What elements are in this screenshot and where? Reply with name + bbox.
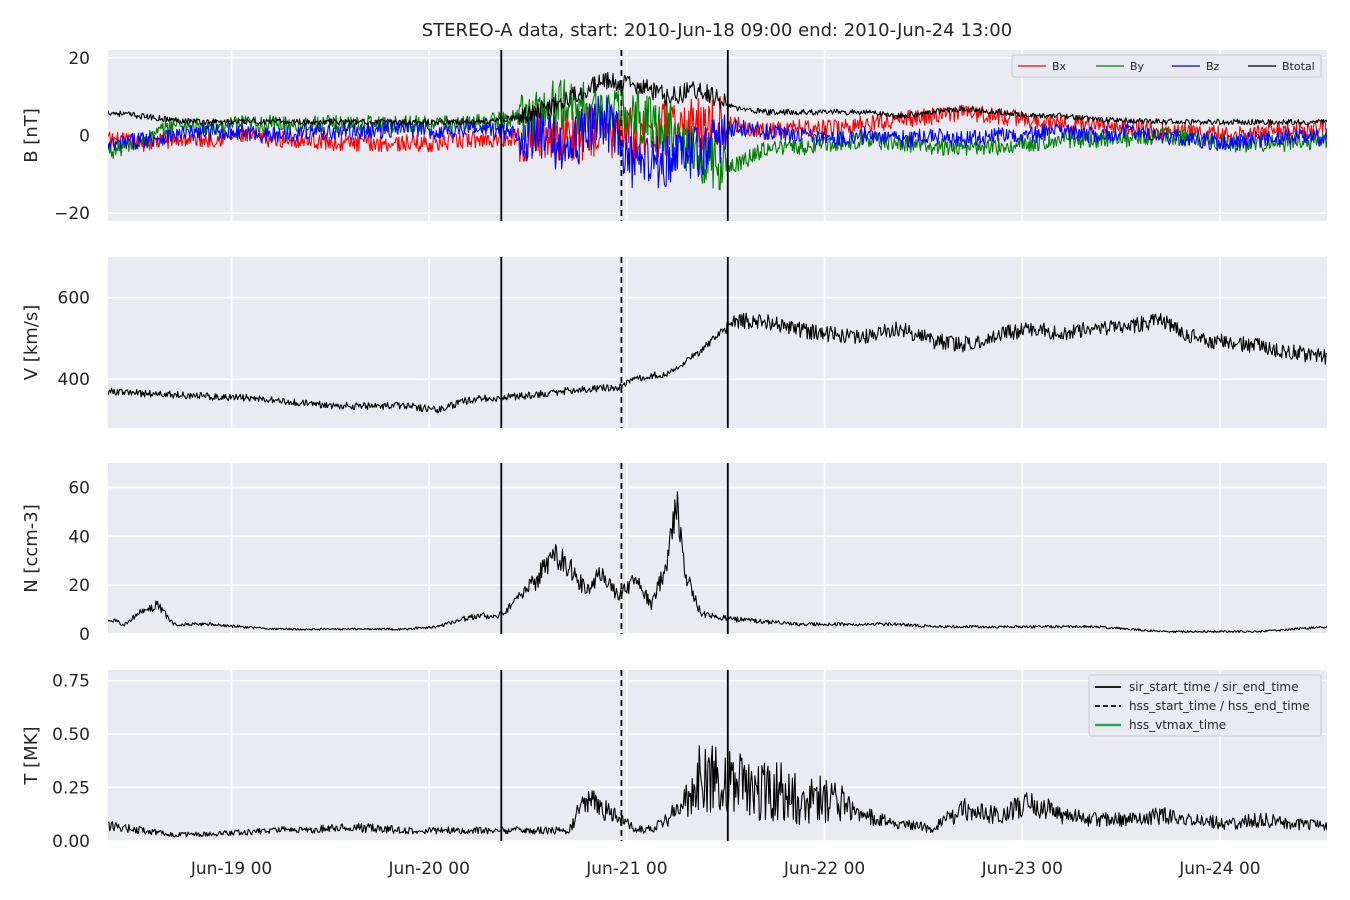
series-bz xyxy=(108,95,1327,189)
legend-box xyxy=(1011,54,1322,78)
series-group xyxy=(108,745,1327,838)
legend-label-sir: sir_start_time / sir_end_time xyxy=(1129,680,1299,694)
legend-b: Bx By Bz Btotal xyxy=(1011,54,1322,78)
legend-t: sir_start_time / sir_end_time hss_start_t… xyxy=(1088,674,1322,737)
series-line xyxy=(108,312,1327,414)
y-tick-label: 0.75 xyxy=(52,672,90,692)
y-tick-label: −20 xyxy=(54,204,90,224)
series-group xyxy=(108,312,1327,414)
y-tick-label: 60 xyxy=(68,478,90,498)
y-tick-label: 20 xyxy=(68,576,90,596)
series-group xyxy=(108,71,1327,191)
plot-area xyxy=(108,463,1327,634)
x-tick-label: Jun-21 00 xyxy=(585,859,667,879)
y-axis-label: V [km/s] xyxy=(21,305,42,380)
figure-title: STEREO-A data, start: 2010-Jun-18 09:00 … xyxy=(422,20,1012,41)
y-tick-label: 0.25 xyxy=(52,779,90,799)
panels-group: −20 0 20 B [nT] 400 600 V [km/s] 0 20 40 60 N [ccm-… xyxy=(21,49,1327,879)
y-tick-label: 20 xyxy=(68,49,90,69)
series-group xyxy=(108,491,1327,634)
y-tick-label: 0 xyxy=(79,127,90,147)
y-axis-label: T [MK] xyxy=(21,726,42,785)
y-tick-label: 40 xyxy=(68,527,90,547)
legend-label-by: By xyxy=(1130,60,1145,73)
y-axis-label: N [ccm-3] xyxy=(21,504,42,593)
y-axis-label: B [nT] xyxy=(21,108,42,163)
series-line xyxy=(108,745,1327,838)
series-btotal xyxy=(108,71,1327,126)
x-tick-label: Jun-22 00 xyxy=(783,859,865,879)
legend-label-bz: Bz xyxy=(1206,60,1220,73)
panel-v: 400 600 V [km/s] xyxy=(21,257,1327,428)
panel-n: 0 20 40 60 N [ccm-3] xyxy=(21,463,1327,645)
x-tick-label: Jun-20 00 xyxy=(388,859,470,879)
x-tick-label: Jun-24 00 xyxy=(1178,859,1260,879)
y-tick-label: 0.00 xyxy=(52,832,90,852)
x-tick-label: Jun-19 00 xyxy=(190,859,272,879)
legend-box xyxy=(1088,674,1322,737)
legend-label-btotal: Btotal xyxy=(1282,60,1315,73)
y-tick-label: 0 xyxy=(79,625,90,645)
y-tick-label: 0.50 xyxy=(52,725,90,745)
series-line xyxy=(108,491,1327,634)
x-tick-label: Jun-23 00 xyxy=(981,859,1063,879)
legend-label-hss-vtmax: hss_vtmax_time xyxy=(1129,718,1226,732)
plot-area xyxy=(108,257,1327,428)
legend-label-bx: Bx xyxy=(1052,60,1067,73)
legend-label-hss: hss_start_time / hss_end_time xyxy=(1129,699,1310,713)
y-tick-label: 400 xyxy=(58,370,90,390)
y-tick-label: 600 xyxy=(58,289,90,309)
